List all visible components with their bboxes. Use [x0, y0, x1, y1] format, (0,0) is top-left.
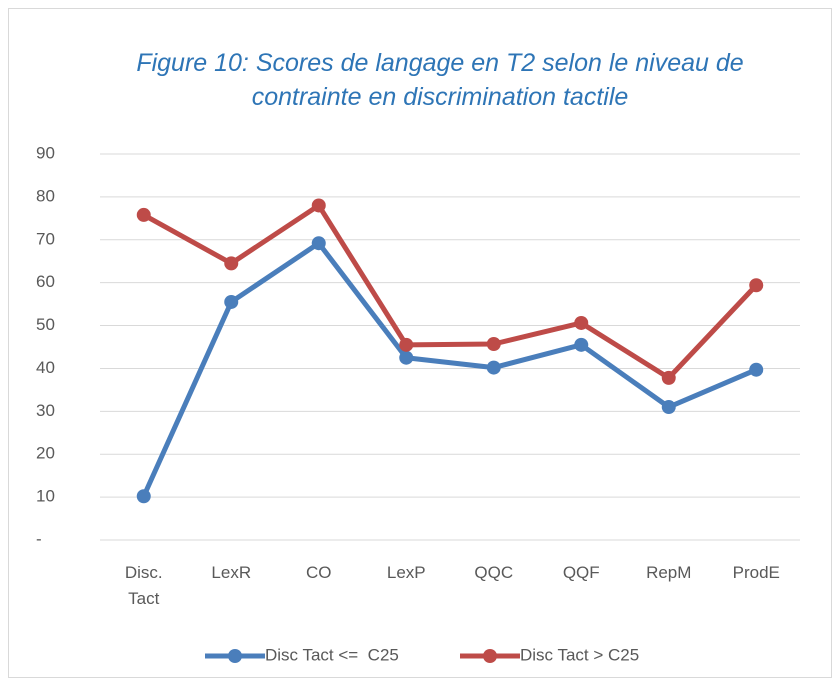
data-point	[574, 315, 589, 330]
y-tick-label: 80	[36, 186, 55, 205]
legend-marker	[228, 649, 242, 663]
x-tick-label: QQF	[562, 563, 600, 582]
y-tick-label: 90	[36, 143, 55, 162]
legend-label: Disc Tact <= C25	[265, 645, 399, 664]
y-tick-label: 60	[36, 272, 55, 291]
y-tick-label: 20	[36, 444, 55, 463]
legend-marker	[483, 649, 497, 663]
data-point	[224, 294, 239, 309]
y-tick-label: 30	[36, 401, 55, 420]
data-point	[486, 360, 501, 375]
data-point	[136, 207, 151, 222]
y-tick-label: 70	[36, 229, 55, 248]
x-tick-label: CO	[306, 563, 332, 582]
data-point	[399, 337, 414, 352]
x-tick-label: Disc. Tact	[124, 563, 163, 608]
data-point	[136, 489, 151, 504]
data-point	[661, 370, 676, 385]
series-line	[141, 240, 758, 498]
x-tick-label: RepM	[646, 563, 692, 582]
y-tick-label: -	[36, 529, 42, 548]
x-tick-label: ProdE	[732, 563, 780, 582]
chart-title: Figure 10: Scores de langage en T2 selon…	[136, 49, 744, 111]
data-point	[311, 236, 326, 251]
x-tick-label: QQC	[474, 563, 514, 582]
data-point	[749, 278, 764, 293]
data-point	[311, 198, 326, 213]
data-point	[399, 350, 414, 365]
legend-label: Disc Tact > C25	[520, 645, 639, 664]
data-point	[486, 336, 501, 351]
x-tick-label: LexP	[386, 563, 426, 582]
data-point	[574, 337, 589, 352]
series-line	[142, 202, 759, 381]
y-tick-label: 50	[36, 315, 55, 334]
data-point	[749, 362, 764, 377]
data-point	[224, 256, 239, 271]
y-tick-label: 40	[36, 358, 55, 377]
data-point	[661, 400, 676, 415]
y-tick-label: 10	[36, 487, 55, 506]
x-tick-label: LexR	[211, 563, 252, 582]
